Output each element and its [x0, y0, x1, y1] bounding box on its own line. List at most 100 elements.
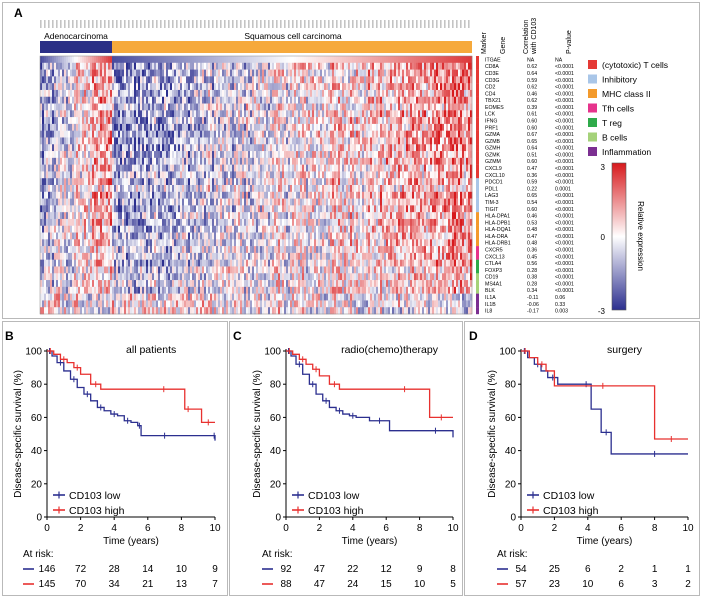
heatmap-cell [228, 293, 231, 301]
sample-id-tick [124, 20, 126, 28]
heatmap-cell [42, 117, 45, 125]
heatmap-cell [176, 171, 179, 179]
heatmap-cell [268, 157, 271, 165]
heatmap-cell [106, 117, 109, 125]
heatmap-cell [222, 266, 225, 274]
heatmap-cell [142, 62, 145, 70]
heatmap-cell [180, 266, 183, 274]
heatmap-cell [52, 225, 55, 233]
heatmap-cell [180, 69, 183, 77]
heatmap-cell [46, 293, 49, 301]
heatmap-cell [172, 171, 175, 179]
heatmap-cell [262, 96, 265, 104]
heatmap-cell [226, 239, 229, 247]
heatmap-cell [262, 205, 265, 213]
heatmap-cell [214, 185, 217, 193]
heatmap-cell [124, 239, 127, 247]
heatmap-cell [294, 130, 297, 138]
heatmap-cell [270, 300, 273, 308]
heatmap-cell [218, 62, 221, 70]
heatmap-cell [138, 185, 141, 193]
heatmap-cell [226, 123, 229, 131]
heatmap-cell [66, 83, 69, 91]
heatmap-cell [96, 259, 99, 267]
heatmap-cell [54, 286, 57, 294]
heatmap-cell [228, 123, 231, 131]
heatmap-cell [84, 103, 87, 111]
heatmap-cell [94, 76, 97, 84]
heatmap-cell [194, 164, 197, 172]
heatmap-cell [44, 280, 47, 288]
heatmap-cell [174, 130, 177, 138]
heatmap-cell [224, 246, 227, 254]
heatmap-cell [112, 252, 115, 260]
heatmap-cell [176, 89, 179, 98]
heatmap-cell [60, 246, 63, 254]
heatmap-cell [156, 76, 159, 84]
heatmap-cell [198, 110, 201, 118]
heatmap-cell [120, 123, 123, 131]
heatmap-cell [210, 185, 213, 193]
heatmap-cell [148, 117, 151, 125]
heatmap-cell [242, 144, 245, 152]
heatmap-cell [108, 76, 111, 84]
heatmap-cell [42, 56, 45, 64]
heatmap-cell [192, 246, 195, 254]
heatmap-cell [168, 273, 171, 281]
heatmap-cell [190, 273, 193, 281]
heatmap-cell [202, 191, 205, 199]
heatmap-cell [178, 110, 181, 118]
heatmap-cell [170, 117, 173, 125]
heatmap-cell [64, 266, 67, 274]
heatmap-cell [292, 266, 295, 274]
heatmap-cell [132, 225, 135, 233]
heatmap-cell [106, 157, 109, 165]
heatmap-cell [44, 239, 47, 247]
heatmap-cell [196, 307, 199, 315]
heatmap-cell [182, 69, 185, 77]
heatmap-cell [130, 286, 133, 294]
heatmap-cell [56, 266, 59, 274]
heatmap-cell [40, 225, 43, 233]
heatmap-cell [180, 117, 183, 125]
heatmap-cell [168, 286, 171, 294]
heatmap-cell [266, 164, 269, 172]
heatmap-cell [288, 157, 291, 165]
heatmap-cell [222, 69, 225, 77]
heatmap-cell [40, 205, 43, 213]
heatmap-cell [182, 130, 185, 138]
sample-id-tick [308, 20, 310, 28]
heatmap-cell [266, 117, 269, 125]
heatmap-cell [294, 110, 297, 118]
heatmap-cell [222, 259, 225, 267]
sample-id-tick [208, 20, 210, 28]
heatmap-cell [216, 293, 219, 301]
heatmap-cell [98, 123, 101, 131]
heatmap-cell [86, 83, 89, 91]
heatmap-cell [294, 198, 297, 206]
heatmap-cell [128, 151, 131, 159]
heatmap-cell [192, 89, 195, 98]
heatmap-cell [144, 259, 147, 267]
heatmap-cell [170, 130, 173, 138]
heatmap-cell [108, 307, 111, 315]
heatmap-cell [68, 178, 71, 186]
heatmap-cell [122, 137, 125, 145]
heatmap-cell [48, 178, 51, 186]
heatmap-cell [194, 307, 197, 315]
heatmap-cell [214, 76, 217, 84]
heatmap-cell [106, 171, 109, 179]
heatmap-cell [128, 232, 131, 240]
heatmap-cell [118, 117, 121, 125]
heatmap-cell [238, 259, 241, 267]
heatmap-cell [274, 259, 277, 267]
heatmap-cell [112, 76, 115, 84]
heatmap-cell [296, 123, 299, 131]
heatmap-cell [206, 103, 209, 111]
heatmap-cell [60, 83, 63, 91]
sample-id-tick [428, 20, 430, 28]
heatmap-cell [276, 198, 279, 206]
heatmap-cell [288, 123, 291, 131]
heatmap-cell [262, 218, 265, 227]
heatmap-cell [104, 191, 107, 199]
